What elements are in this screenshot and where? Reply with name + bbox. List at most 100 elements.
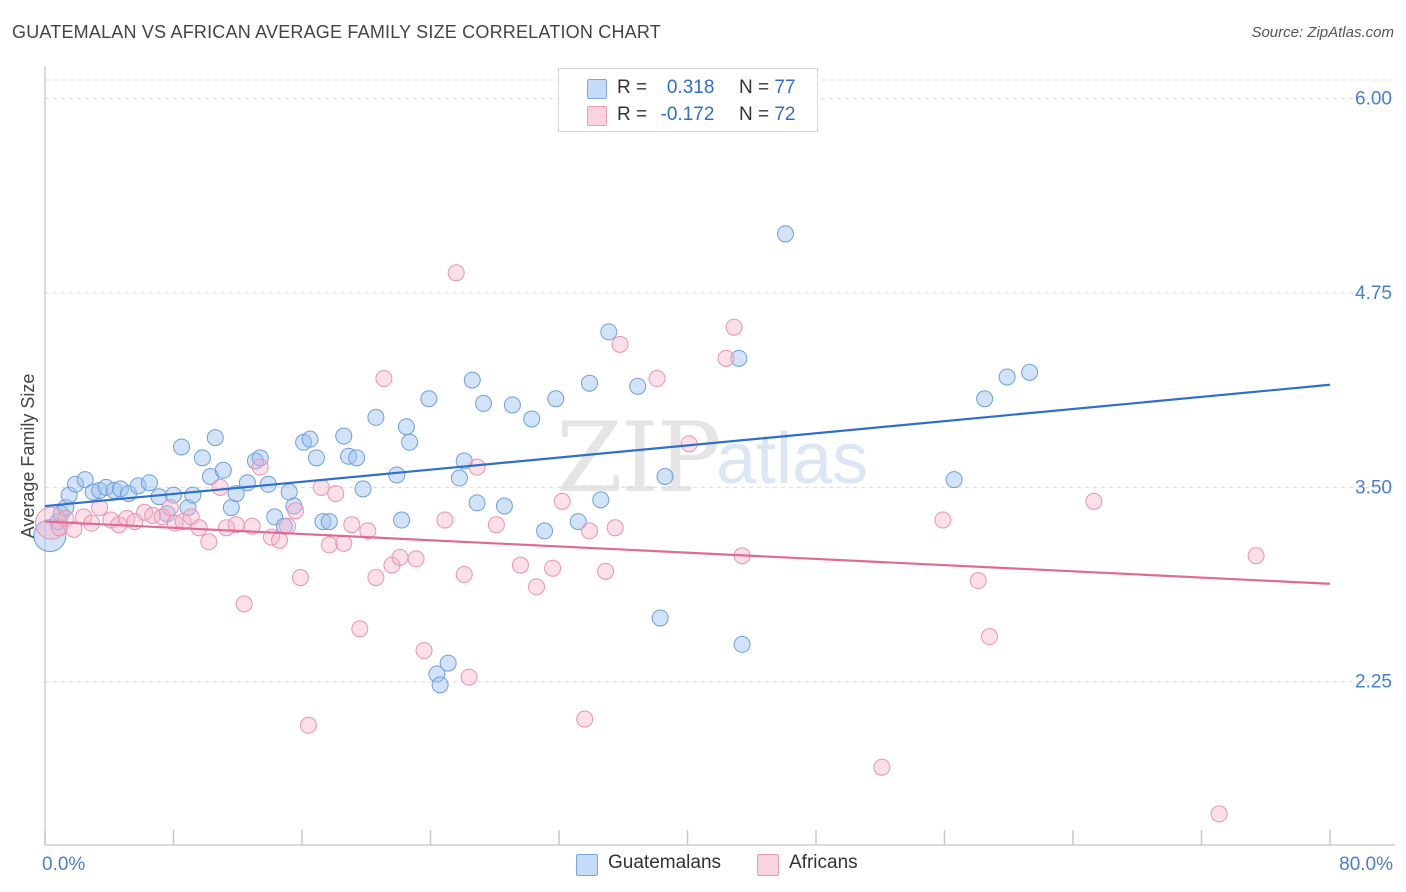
guatemalan-point (206, 429, 224, 447)
guatemalan-point (397, 418, 415, 436)
african-point (375, 370, 393, 388)
guatemalan-point (111, 480, 129, 498)
data-points (33, 225, 1265, 823)
african-point (174, 513, 192, 531)
guatemalan-point (388, 466, 406, 484)
african-point (211, 478, 229, 496)
african-point (291, 569, 309, 587)
legend-n-value: 72 (774, 104, 796, 125)
african-point (511, 556, 529, 574)
guatemalan-point (998, 368, 1016, 386)
african-point (391, 548, 409, 566)
guatemalan-point (431, 676, 449, 694)
x-tick-label: 80.0% (1339, 854, 1393, 875)
tick-labels: 2.25 3.50 4.75 6.00 0.0% 80.0% Average Family … (18, 89, 1393, 875)
watermark-atlas: atlas (716, 419, 869, 499)
guatemalan-point (468, 494, 486, 512)
african-point (299, 716, 317, 734)
guatemalan-point (475, 394, 493, 412)
african-point (271, 531, 289, 549)
legend-r-label: R = (617, 104, 648, 125)
guatemalan-point (439, 654, 457, 672)
legend-r-label: R = (617, 77, 648, 98)
african-point (969, 572, 987, 590)
guatemalan-point (335, 427, 353, 445)
axes (44, 66, 1395, 846)
african-point (327, 485, 345, 503)
african-point (367, 569, 385, 587)
guatemalan-point (547, 390, 565, 408)
guatemalan-point (184, 486, 202, 504)
grid-lines (45, 79, 1395, 683)
guatemalan-point (733, 635, 751, 653)
african-point (873, 758, 891, 776)
guatemalan-point (227, 485, 245, 503)
guatemalan-point (314, 513, 332, 531)
guatemalan-point (393, 511, 411, 529)
guatemalan-point (651, 609, 669, 627)
african-point (312, 478, 330, 496)
bottom-legend-label: Africans (789, 852, 858, 873)
guatemalan-point (76, 471, 94, 489)
african-point (218, 519, 236, 537)
y-tick-label: 6.00 (1355, 89, 1392, 110)
guatemalan-point (428, 665, 446, 683)
x-tick-label: 0.0% (42, 854, 85, 875)
african-point (335, 534, 353, 552)
guatemalan-point (495, 497, 513, 515)
y-tick-label: 4.75 (1355, 283, 1392, 304)
african-point (606, 519, 624, 537)
guatemalan-point (354, 480, 372, 498)
guatemalan-point (348, 449, 366, 467)
african-point (648, 370, 666, 388)
african-point (407, 550, 425, 568)
guatemalan-point (730, 349, 748, 367)
bottom-legend-swatch-blue (576, 854, 598, 876)
guatemalan-point (367, 408, 385, 426)
african-point (553, 492, 571, 510)
african-trend-line (44, 520, 1331, 585)
guatemalan-point (592, 491, 610, 509)
bottom-legend-label: Guatemalans (608, 852, 722, 873)
guatemalan-point (307, 449, 325, 467)
source-label: Source: ZipAtlas.com (1251, 24, 1394, 41)
legend-n-label: N = (738, 104, 770, 125)
guatemalan-point (503, 396, 521, 414)
african-point (447, 264, 465, 282)
guatemalan-point (976, 390, 994, 408)
guatemalan-point (629, 377, 647, 395)
guatemalan-point (536, 522, 554, 540)
guatemalan-point (569, 513, 587, 531)
y-axis-label: Average Family Size (18, 374, 38, 539)
african-point (487, 516, 505, 534)
legend-n-label: N = (738, 77, 770, 98)
guatemalan-point (1021, 363, 1039, 381)
african-point (576, 710, 594, 728)
legend-swatch-pink (587, 106, 607, 126)
african-point (1085, 492, 1103, 510)
african-point (343, 516, 361, 534)
guatemalan-point (463, 371, 481, 389)
african-point (460, 668, 478, 686)
y-tick-label: 3.50 (1355, 477, 1392, 498)
african-point (934, 511, 952, 529)
african-point (251, 458, 269, 476)
guatemalan-point (251, 449, 269, 467)
african-point (279, 517, 297, 535)
guatemalan-point (776, 225, 794, 243)
african-point (717, 349, 735, 367)
guatemalan-trend-line (44, 383, 1331, 508)
african-point (161, 499, 179, 517)
african-point (1210, 805, 1228, 823)
guatemalan-point (67, 475, 85, 493)
guatemalan-point (581, 374, 599, 392)
guatemalan-point (173, 438, 191, 456)
guatemalan-point (129, 477, 147, 495)
guatemalan-point (420, 390, 438, 408)
african-point (611, 335, 629, 353)
african-point (200, 533, 218, 551)
african-point (320, 536, 338, 554)
african-point (287, 502, 305, 520)
legend-r-value: -0.172 (660, 104, 715, 125)
